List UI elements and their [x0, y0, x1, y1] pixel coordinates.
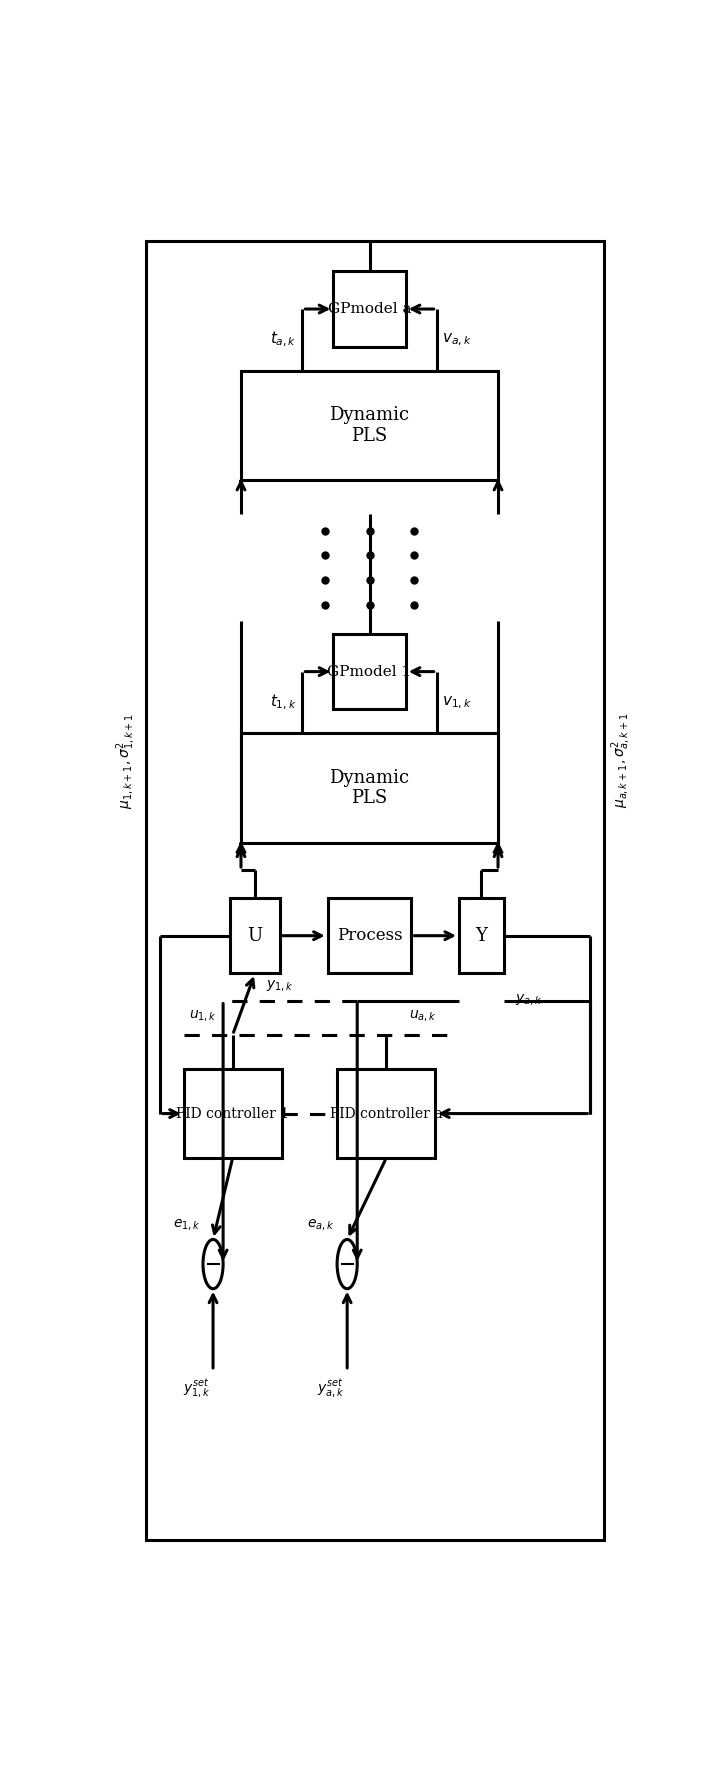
- Bar: [241, 371, 498, 480]
- Text: Process: Process: [337, 928, 402, 944]
- Bar: [333, 634, 406, 709]
- Text: $v_{1,k}$: $v_{1,k}$: [442, 695, 472, 711]
- Text: $y_{1,k}$: $y_{1,k}$: [266, 979, 294, 993]
- Text: $u_{1,k}$: $u_{1,k}$: [190, 1009, 217, 1024]
- Text: Dynamic
PLS: Dynamic PLS: [329, 405, 410, 444]
- Text: $v_{a,k}$: $v_{a,k}$: [442, 332, 472, 348]
- Text: GPmodel 1: GPmodel 1: [327, 665, 412, 679]
- Text: $y_{1,k}^{set}$: $y_{1,k}^{set}$: [182, 1377, 211, 1400]
- Bar: [146, 240, 604, 1541]
- Text: $e_{a,k}$: $e_{a,k}$: [307, 1217, 335, 1233]
- Bar: [333, 272, 406, 347]
- Text: $y_{a,k}^{set}$: $y_{a,k}^{set}$: [317, 1377, 345, 1400]
- Text: U: U: [247, 926, 262, 945]
- Circle shape: [337, 1240, 357, 1288]
- Text: GPmodel a: GPmodel a: [328, 302, 411, 316]
- Text: $t_{a,k}$: $t_{a,k}$: [270, 331, 297, 350]
- Circle shape: [203, 1240, 223, 1288]
- Bar: [230, 897, 280, 974]
- Text: $y_{a,k}$: $y_{a,k}$: [515, 993, 542, 1008]
- Text: PID controller a: PID controller a: [330, 1107, 443, 1121]
- Bar: [327, 897, 412, 974]
- Text: $e_{1,k}$: $e_{1,k}$: [172, 1217, 200, 1233]
- Bar: [241, 734, 498, 842]
- Bar: [184, 1070, 281, 1159]
- Bar: [337, 1070, 435, 1159]
- Bar: [459, 897, 503, 974]
- Text: PID controller 1: PID controller 1: [176, 1107, 289, 1121]
- Text: $t_{1,k}$: $t_{1,k}$: [270, 693, 297, 713]
- Text: $\mu_{a,k+1}, \sigma^2_{a,k+1}$: $\mu_{a,k+1}, \sigma^2_{a,k+1}$: [609, 713, 632, 809]
- Text: $\mu_{1,k+1}, \sigma^2_{1,k+1}$: $\mu_{1,k+1}, \sigma^2_{1,k+1}$: [115, 713, 138, 809]
- Text: $u_{a,k}$: $u_{a,k}$: [409, 1009, 436, 1024]
- Text: Dynamic
PLS: Dynamic PLS: [329, 768, 410, 807]
- Text: Y: Y: [475, 926, 487, 945]
